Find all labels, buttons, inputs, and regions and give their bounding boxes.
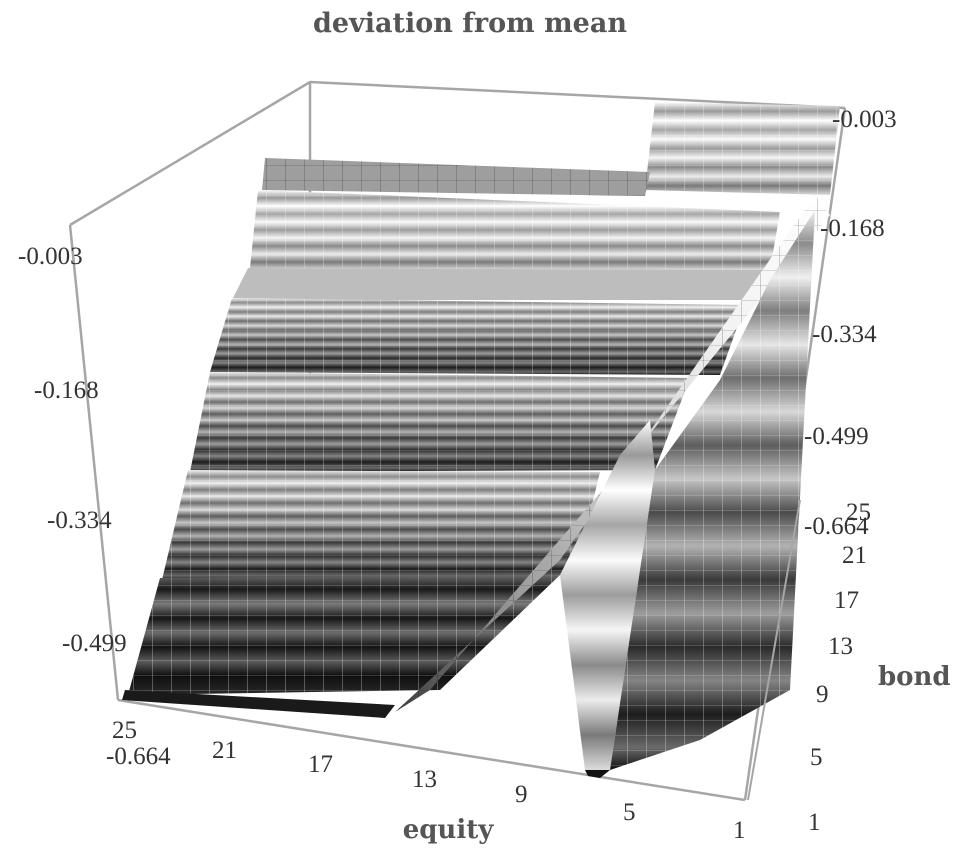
z-axis-right: -0.003 -0.168 -0.334 -0.499 -0.664: [804, 106, 897, 540]
equity-tick: 21: [212, 737, 237, 764]
equity-tick: 17: [308, 751, 333, 778]
bond-tick: 25: [846, 499, 871, 526]
equity-tick: 13: [412, 766, 437, 793]
z-tick-left: -0.664: [106, 743, 171, 770]
equity-tick: 9: [515, 781, 528, 808]
bond-tick: 21: [842, 542, 867, 569]
z-tick-left: -0.334: [47, 507, 112, 534]
bond-tick: 5: [810, 744, 823, 771]
z-tick-right: -0.003: [832, 106, 897, 133]
equity-tick: 1: [733, 817, 746, 844]
z-tick-right: -0.499: [804, 423, 869, 450]
bond-axis: 1 5 9 13 17 21 25 bond: [747, 499, 951, 836]
bond-tick: 17: [834, 587, 859, 614]
z-tick-right: -0.664: [804, 513, 869, 540]
chart-title: deviation from mean: [313, 8, 627, 39]
z-tick-right: -0.168: [820, 215, 885, 242]
bond-tick: 1: [808, 809, 821, 836]
bond-tick: 9: [816, 681, 829, 708]
surface-plot: [122, 102, 845, 778]
z-axis-left: -0.003 -0.168 -0.334 -0.499 -0.664: [18, 243, 171, 770]
bond-tick: 13: [828, 633, 853, 660]
equity-tick: 25: [112, 717, 137, 744]
z-tick-left: -0.499: [62, 630, 127, 657]
bond-axis-title: bond: [878, 662, 951, 692]
z-tick-left: -0.168: [34, 377, 99, 404]
equity-axis: 25 21 17 13 9 5 1 equity: [112, 717, 746, 845]
equity-tick: 5: [623, 799, 636, 826]
z-tick-left: -0.003: [18, 243, 83, 270]
equity-axis-title: equity: [403, 815, 495, 845]
z-tick-right: -0.334: [812, 321, 877, 348]
